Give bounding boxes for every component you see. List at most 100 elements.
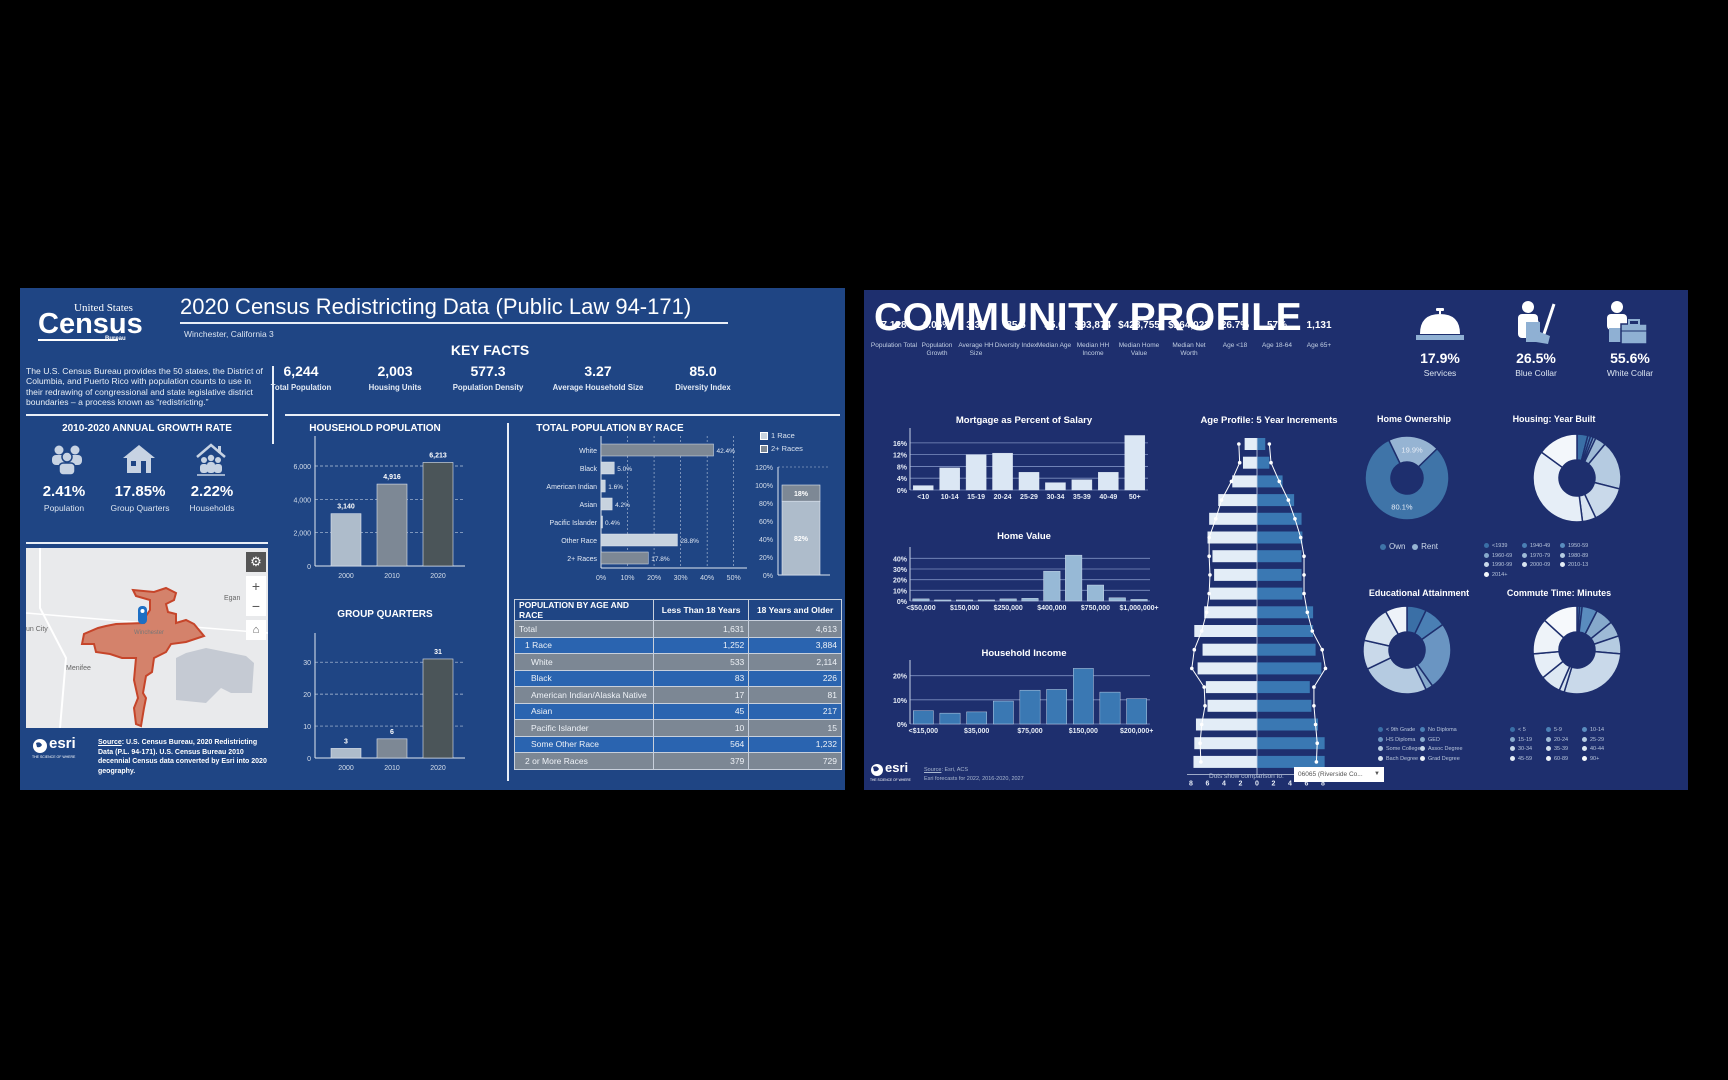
row-label: Pacific Islander	[514, 719, 654, 737]
table-row: 2 or More Races 379 729	[514, 752, 842, 770]
svg-text:40-49: 40-49	[1099, 494, 1117, 501]
svg-text:82%: 82%	[794, 536, 809, 543]
svg-text:10%: 10%	[621, 575, 635, 582]
legend-item: 25-29	[1582, 737, 1604, 743]
people-icon	[52, 445, 82, 476]
blue-collar-worker-icon	[1518, 301, 1556, 344]
legend-item: HS Diploma	[1378, 737, 1415, 743]
stat-label: Age <18	[1222, 342, 1248, 349]
cell-under-18: 10	[652, 719, 750, 737]
stat-value: $428,755	[1118, 320, 1160, 331]
key-fact-value: 577.3	[470, 363, 506, 379]
legend-item: Assoc Degree	[1420, 746, 1463, 752]
household-population-chart: 0 2,000 4,000 6,000 3,140 2000 4,916 2010 6,213 2…	[293, 436, 465, 580]
comparison-dropdown[interactable]: 06065 (Riverside Co... ▼	[1294, 767, 1384, 782]
svg-text:20%: 20%	[647, 575, 661, 582]
home-extent-button[interactable]: ⌂	[246, 620, 266, 640]
cell-18-plus: 1,232	[748, 735, 842, 753]
legend-item: 10-14	[1582, 727, 1604, 733]
svg-text:18%: 18%	[794, 491, 809, 498]
svg-text:120%: 120%	[755, 465, 773, 472]
svg-text:60%: 60%	[759, 519, 773, 526]
chevron-down-icon: ▼	[1374, 771, 1380, 777]
svg-text:4%: 4%	[897, 476, 908, 483]
age-profile-title: Age Profile: 5 Year Increments	[1200, 415, 1338, 426]
stat-value: 6.06%	[922, 320, 952, 331]
stat-label: Population Growth	[921, 342, 953, 357]
svg-text:0: 0	[307, 564, 311, 571]
stat-value: 85.5	[1006, 320, 1026, 331]
service-bell-icon	[1416, 308, 1464, 340]
legend-item: 2010-13	[1560, 562, 1588, 568]
svg-text:4.2%: 4.2%	[615, 502, 630, 509]
svg-text:20%: 20%	[893, 578, 908, 585]
growth-group-quarters-value: 17.85%	[114, 483, 166, 500]
row-label: Black	[514, 669, 654, 687]
zoom-out-button[interactable]: −	[246, 596, 266, 616]
svg-text:0%: 0%	[763, 573, 773, 580]
row-label: American Indian/Alaska Native	[514, 686, 654, 704]
cell-18-plus: 3,884	[748, 636, 842, 654]
census-redistricting-dashboard: United States Census Bureau 2020 Census …	[20, 288, 845, 790]
household-population-title: HOUSEHOLD POPULATION	[309, 423, 441, 434]
legend-item: 60-89	[1546, 756, 1568, 762]
white-collar-value: 55.6%	[1610, 350, 1650, 366]
svg-text:12%: 12%	[893, 453, 908, 460]
home-ownership-donut: 19.9% 80.1%	[1364, 435, 1450, 521]
services-value: 17.9%	[1420, 350, 1460, 366]
commute-donut	[1532, 605, 1622, 695]
row-label: Asian	[514, 702, 654, 720]
gear-icon: ⚙	[250, 554, 262, 569]
map-view[interactable]: Egan un City Menifee Winchester ⚙ + − ⌂	[26, 548, 268, 728]
white-collar-worker-icon	[1607, 301, 1648, 345]
zoom-in-button[interactable]: +	[246, 576, 266, 596]
race-stacked-chart: 0% 20% 40% 60% 80% 100% 120% 82% 18%	[755, 465, 830, 580]
growth-rate-title: 2010-2020 ANNUAL GROWTH RATE	[62, 423, 232, 434]
cell-under-18: 379	[652, 752, 750, 770]
stat-label: Median Home Value	[1118, 342, 1160, 357]
key-fact-label: Average Household Size	[552, 383, 644, 392]
table-row: Pacific Islander 10 15	[514, 719, 842, 737]
household-income-chart: 0% 10% 20% <$15,000 $35,000 $75,000 $150,000 $2…	[893, 660, 1153, 735]
svg-text:Pacific Islander: Pacific Islander	[550, 520, 598, 527]
svg-text:2010: 2010	[384, 573, 400, 580]
map-settings-button[interactable]: ⚙	[246, 552, 266, 572]
svg-text:28.8%: 28.8%	[680, 538, 699, 545]
col-header-category: POPULATION BY AGE AND RACE	[514, 599, 654, 621]
key-fact-value: 3.27	[584, 363, 612, 379]
dashboard-title: 2020 Census Redistricting Data (Public L…	[180, 294, 692, 319]
key-fact-value: 6,244	[283, 363, 319, 379]
stat-value: 1,131	[1306, 320, 1332, 331]
stat-value: 3.30	[966, 320, 986, 331]
key-fact-value: 2,003	[377, 363, 413, 379]
stat-label: Age 18-64	[1262, 342, 1292, 349]
home-ownership-title: Home Ownership	[1376, 414, 1451, 424]
svg-text:1.6%: 1.6%	[608, 484, 623, 491]
svg-text:31: 31	[434, 649, 442, 656]
svg-text:20: 20	[303, 692, 311, 699]
svg-text:$35,000: $35,000	[964, 728, 989, 735]
svg-text:2010: 2010	[384, 765, 400, 772]
legend-item: 35-39	[1546, 746, 1568, 752]
svg-text:4: 4	[1288, 781, 1292, 788]
age-profile-chart: 8 6 4 2 0 2 4 6 8	[1187, 438, 1328, 788]
comparison-label: Dots show comparison to:	[1209, 773, 1284, 780]
map-label-winchester: Winchester	[134, 630, 165, 636]
svg-text:10%: 10%	[893, 588, 908, 595]
cell-under-18: 533	[652, 653, 750, 671]
table-row: White 533 2,114	[514, 653, 842, 671]
row-label: 2 or More Races	[514, 752, 654, 770]
svg-text:6: 6	[1305, 781, 1309, 788]
svg-text:2020: 2020	[430, 573, 446, 580]
cell-18-plus: 729	[748, 752, 842, 770]
legend-1-race: 1 Race	[760, 429, 803, 442]
legend-item: 1980-89	[1560, 553, 1588, 559]
svg-text:50%: 50%	[727, 575, 741, 582]
svg-text:20%: 20%	[759, 555, 773, 562]
stat-label: Median HH Income	[1076, 342, 1110, 357]
svg-text:0%: 0%	[897, 722, 908, 729]
legend-item: 1950-59	[1560, 543, 1588, 549]
stat-value: $93,874	[1074, 320, 1112, 331]
svg-text:<10: <10	[917, 494, 929, 501]
svg-text:30: 30	[303, 660, 311, 667]
